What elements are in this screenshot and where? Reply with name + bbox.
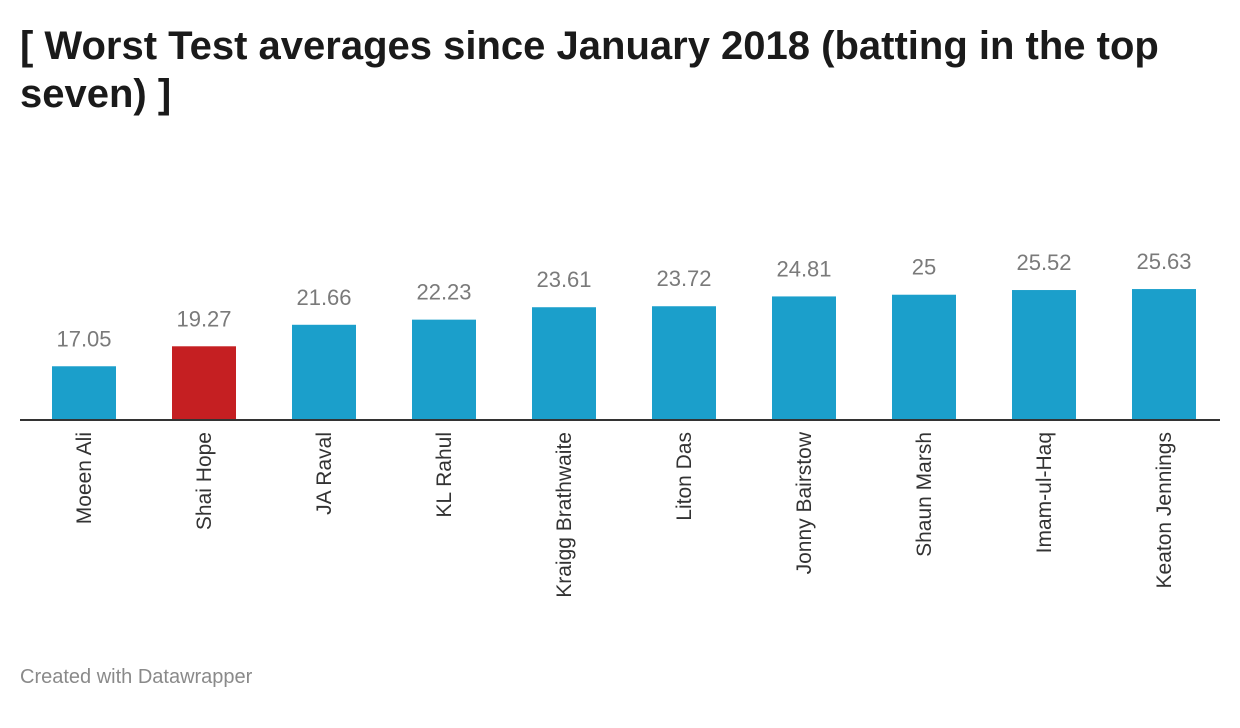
bar-chart: 17.05 19.27 21.66 22.23 23.61 23.72 24.81 25 25.… <box>20 249 1220 598</box>
value-label: 25 <box>912 255 936 280</box>
category-label: JA Raval <box>313 432 336 515</box>
category-label: Kraigg Brathwaite <box>553 432 576 598</box>
bar <box>892 294 956 420</box>
category-label: Jonny Bairstow <box>793 431 816 574</box>
category-label: Imam-ul-Haq <box>1033 432 1056 553</box>
bar <box>52 366 116 420</box>
category-label: KL Rahul <box>433 432 456 518</box>
value-label: 23.61 <box>536 267 591 292</box>
value-label: 24.81 <box>776 256 831 281</box>
category-label: Shaun Marsh <box>913 432 936 557</box>
value-label: 21.66 <box>296 285 351 310</box>
value-label: 19.27 <box>176 306 231 331</box>
bars-group <box>52 289 1196 420</box>
value-label: 22.23 <box>416 280 471 305</box>
category-labels-group: Moeen Ali Shai Hope JA Raval KL Rahul Kraigg… <box>73 431 1176 598</box>
value-label: 25.63 <box>1136 249 1191 274</box>
category-label: Shai Hope <box>193 432 216 530</box>
bar <box>1132 289 1196 420</box>
category-label: Keaton Jennings <box>1153 432 1176 588</box>
bar <box>772 296 836 420</box>
category-label: Moeen Ali <box>73 432 96 524</box>
bar <box>652 306 716 420</box>
value-label: 17.05 <box>56 326 111 351</box>
value-labels-group: 17.05 19.27 21.66 22.23 23.61 23.72 24.81 25 25.… <box>56 249 1191 351</box>
bar <box>412 319 476 420</box>
chart-title: [ Worst Test averages since January 2018… <box>20 24 1159 116</box>
bar <box>532 307 596 420</box>
bar <box>172 346 236 420</box>
category-label: Liton Das <box>673 432 696 521</box>
footer-credit: Created with Datawrapper <box>20 666 253 688</box>
value-label: 25.52 <box>1016 250 1071 275</box>
bar <box>292 324 356 420</box>
bar <box>1012 290 1076 420</box>
value-label: 23.72 <box>656 266 711 291</box>
